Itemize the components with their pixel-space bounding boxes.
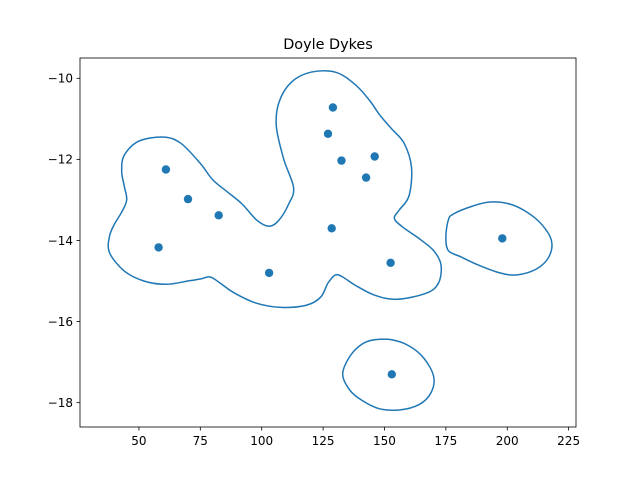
x-tick-label: 150 bbox=[373, 434, 396, 448]
scatter-point bbox=[387, 370, 396, 379]
x-tick-label: 175 bbox=[434, 434, 457, 448]
cluster-boundaries bbox=[107, 70, 553, 412]
y-tick-label: −12 bbox=[48, 153, 73, 167]
scatter-point bbox=[328, 103, 338, 112]
cluster-boundary-1 bbox=[107, 70, 443, 309]
x-tick-label: 200 bbox=[496, 434, 519, 448]
scatter-point bbox=[361, 173, 371, 182]
chart-title: Doyle Dykes bbox=[283, 37, 373, 53]
scatter-point bbox=[386, 258, 395, 267]
scatter-point bbox=[337, 156, 346, 165]
scatter-point bbox=[214, 211, 223, 220]
scatter-point bbox=[154, 243, 163, 252]
x-axis: 50 75 100 125 150 175 200 225 bbox=[131, 427, 580, 448]
y-axis: −10 −12 −14 −16 −18 bbox=[48, 72, 80, 410]
cluster-boundary-2 bbox=[445, 201, 553, 276]
x-tick-label: 225 bbox=[557, 434, 580, 448]
scatter-point bbox=[264, 268, 274, 278]
scatter-point bbox=[183, 194, 193, 204]
y-tick-label: −16 bbox=[48, 315, 73, 329]
plot-frame bbox=[79, 57, 577, 428]
x-tick-label: 50 bbox=[131, 434, 146, 448]
x-tick-label: 100 bbox=[250, 434, 273, 448]
x-tick-label: 125 bbox=[312, 434, 335, 448]
y-tick-label: −14 bbox=[48, 234, 73, 248]
scatter-point bbox=[370, 152, 379, 161]
y-tick-label: −10 bbox=[48, 72, 73, 86]
scatter-point bbox=[161, 165, 171, 174]
cluster-boundary-3 bbox=[341, 338, 435, 412]
data-points bbox=[154, 103, 507, 379]
y-tick-label: −18 bbox=[48, 396, 73, 410]
scatter-point bbox=[498, 234, 507, 243]
scatter-point bbox=[323, 129, 333, 138]
scatter-point bbox=[327, 224, 336, 233]
x-tick-label: 75 bbox=[193, 434, 208, 448]
